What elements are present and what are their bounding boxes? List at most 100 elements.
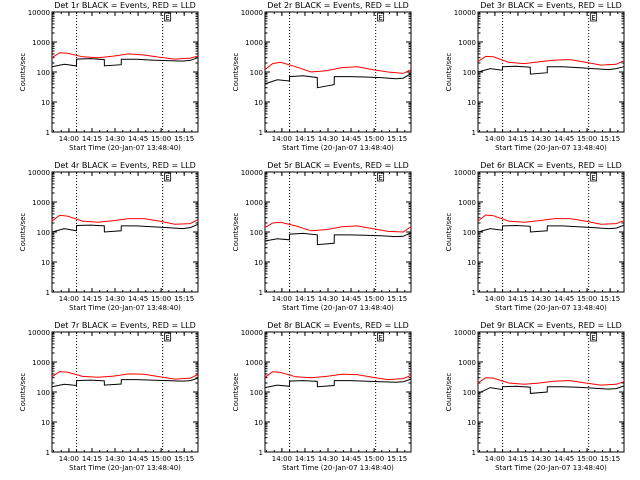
y-tick-label: 1000: [458, 39, 476, 47]
chart-title: Det 1r BLACK = Events, RED = LLD: [54, 1, 196, 10]
chart-title: Det 5r BLACK = Events, RED = LLD: [267, 161, 409, 170]
x-tick-label: 14:15: [82, 135, 102, 143]
y-tick-label: 10000: [241, 329, 263, 337]
x-tick-label: 15:15: [600, 135, 620, 143]
y-tick-label: 1: [472, 129, 476, 137]
x-tick-label: 15:00: [151, 135, 171, 143]
x-tick-label: 14:00: [272, 455, 292, 463]
x-axis-label: Start Time (20-Jan-07 13:48:40): [69, 304, 181, 312]
x-axis-label: Start Time (20-Jan-07 13:48:40): [282, 144, 394, 152]
marker-box: [590, 332, 598, 342]
x-tick-label: 15:00: [577, 295, 597, 303]
plot-frame: [264, 171, 412, 293]
plot-frame: [51, 11, 199, 133]
marker-label: E: [165, 334, 169, 342]
x-tick-label: 14:30: [105, 455, 125, 463]
plot-frame: [477, 331, 625, 453]
y-tick-label: 10000: [241, 9, 263, 17]
marker-label: E: [378, 334, 382, 342]
x-tick-label: 15:15: [387, 295, 407, 303]
marker-box: [377, 332, 385, 342]
marker-label: E: [165, 174, 169, 182]
plot-frame: [51, 331, 199, 453]
y-axis-label: Counts/sec: [232, 53, 240, 92]
marker-label: E: [591, 14, 595, 22]
y-tick-label: 1: [46, 289, 50, 297]
x-tick-label: 14:45: [554, 295, 574, 303]
y-tick-label: 10: [41, 259, 50, 267]
y-tick-label: 10: [254, 99, 263, 107]
x-tick-label: 14:00: [272, 295, 292, 303]
series-line-events: [264, 72, 412, 89]
y-axis-label: Counts/sec: [445, 213, 453, 252]
y-tick-label: 100: [250, 69, 263, 77]
chart-title: Det 4r BLACK = Events, RED = LLD: [54, 161, 196, 170]
plot-frame: [264, 331, 412, 453]
series-line-events: [51, 377, 199, 388]
x-tick-label: 14:00: [59, 135, 79, 143]
chart-title: Det 3r BLACK = Events, RED = LLD: [480, 1, 622, 10]
series-line-lld: [51, 371, 199, 380]
y-tick-label: 100: [250, 389, 263, 397]
y-tick-label: 100: [463, 69, 476, 77]
y-tick-label: 1000: [458, 199, 476, 207]
chart-panel-1: Det 1r BLACK = Events, RED = LLD 1 10 100 10…: [19, 1, 199, 152]
y-tick-label: 1000: [458, 359, 476, 367]
x-tick-label: 14:30: [531, 455, 551, 463]
chart-panel-7: Det 7r BLACK = Events, RED = LLD 1 10 100 10…: [19, 321, 199, 472]
chart-title: Det 8r BLACK = Events, RED = LLD: [267, 321, 409, 330]
x-tick-label: 15:15: [174, 135, 194, 143]
x-tick-label: 14:00: [485, 295, 505, 303]
y-tick-label: 1000: [245, 359, 263, 367]
x-tick-label: 14:15: [508, 295, 528, 303]
y-axis-label: Counts/sec: [445, 53, 453, 92]
x-tick-label: 14:30: [318, 295, 338, 303]
chart-panel-2: Det 2r BLACK = Events, RED = LLD 1 10 100 10…: [232, 1, 412, 152]
series-line-events: [477, 65, 625, 75]
y-tick-label: 10: [467, 419, 476, 427]
y-tick-label: 100: [37, 389, 50, 397]
y-tick-label: 100: [37, 229, 50, 237]
series-line-lld: [477, 377, 625, 386]
series-line-events: [264, 232, 412, 246]
x-tick-label: 14:15: [508, 135, 528, 143]
marker-label: E: [165, 14, 169, 22]
x-tick-label: 15:15: [600, 295, 620, 303]
chart-panel-5: Det 5r BLACK = Events, RED = LLD 1 10 100 10…: [232, 161, 412, 312]
y-tick-label: 1: [259, 129, 263, 137]
marker-box: [164, 172, 172, 182]
y-tick-label: 1000: [32, 359, 50, 367]
chart-title: Det 6r BLACK = Events, RED = LLD: [480, 161, 622, 170]
marker-label: E: [591, 334, 595, 342]
y-axis-label: Counts/sec: [19, 53, 27, 92]
plot-frame: [477, 11, 625, 133]
chart-panel-9: Det 9r BLACK = Events, RED = LLD 1 10 100 10…: [445, 321, 625, 472]
x-tick-label: 14:45: [341, 135, 361, 143]
y-tick-label: 100: [463, 389, 476, 397]
y-tick-label: 1000: [32, 39, 50, 47]
series-line-lld: [264, 61, 412, 74]
y-tick-label: 1: [46, 449, 50, 457]
y-tick-label: 1: [259, 289, 263, 297]
series-line-lld: [477, 214, 625, 225]
x-tick-label: 15:00: [577, 135, 597, 143]
x-axis-label: Start Time (20-Jan-07 13:48:40): [495, 144, 607, 152]
x-tick-label: 14:30: [318, 455, 338, 463]
chart-title: Det 2r BLACK = Events, RED = LLD: [267, 1, 409, 10]
series-line-events: [264, 378, 412, 389]
x-tick-label: 14:30: [105, 295, 125, 303]
y-tick-label: 10000: [241, 169, 263, 177]
y-tick-label: 10: [254, 259, 263, 267]
x-tick-label: 14:45: [341, 295, 361, 303]
y-tick-label: 100: [37, 69, 50, 77]
x-axis-label: Start Time (20-Jan-07 13:48:40): [69, 464, 181, 472]
x-tick-label: 15:15: [174, 455, 194, 463]
plot-frame: [477, 171, 625, 293]
x-tick-label: 14:00: [59, 455, 79, 463]
x-tick-label: 14:15: [82, 455, 102, 463]
y-tick-label: 1: [472, 449, 476, 457]
x-axis-label: Start Time (20-Jan-07 13:48:40): [282, 304, 394, 312]
chart-title: Det 9r BLACK = Events, RED = LLD: [480, 321, 622, 330]
x-tick-label: 14:30: [531, 295, 551, 303]
